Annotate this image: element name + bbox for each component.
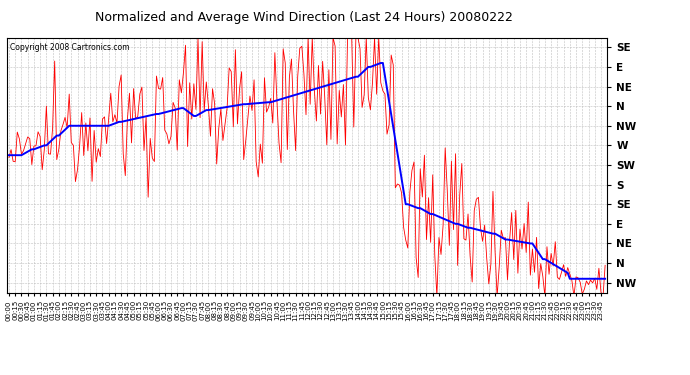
Text: Copyright 2008 Cartronics.com: Copyright 2008 Cartronics.com <box>10 43 130 52</box>
Text: Normalized and Average Wind Direction (Last 24 Hours) 20080222: Normalized and Average Wind Direction (L… <box>95 11 513 24</box>
